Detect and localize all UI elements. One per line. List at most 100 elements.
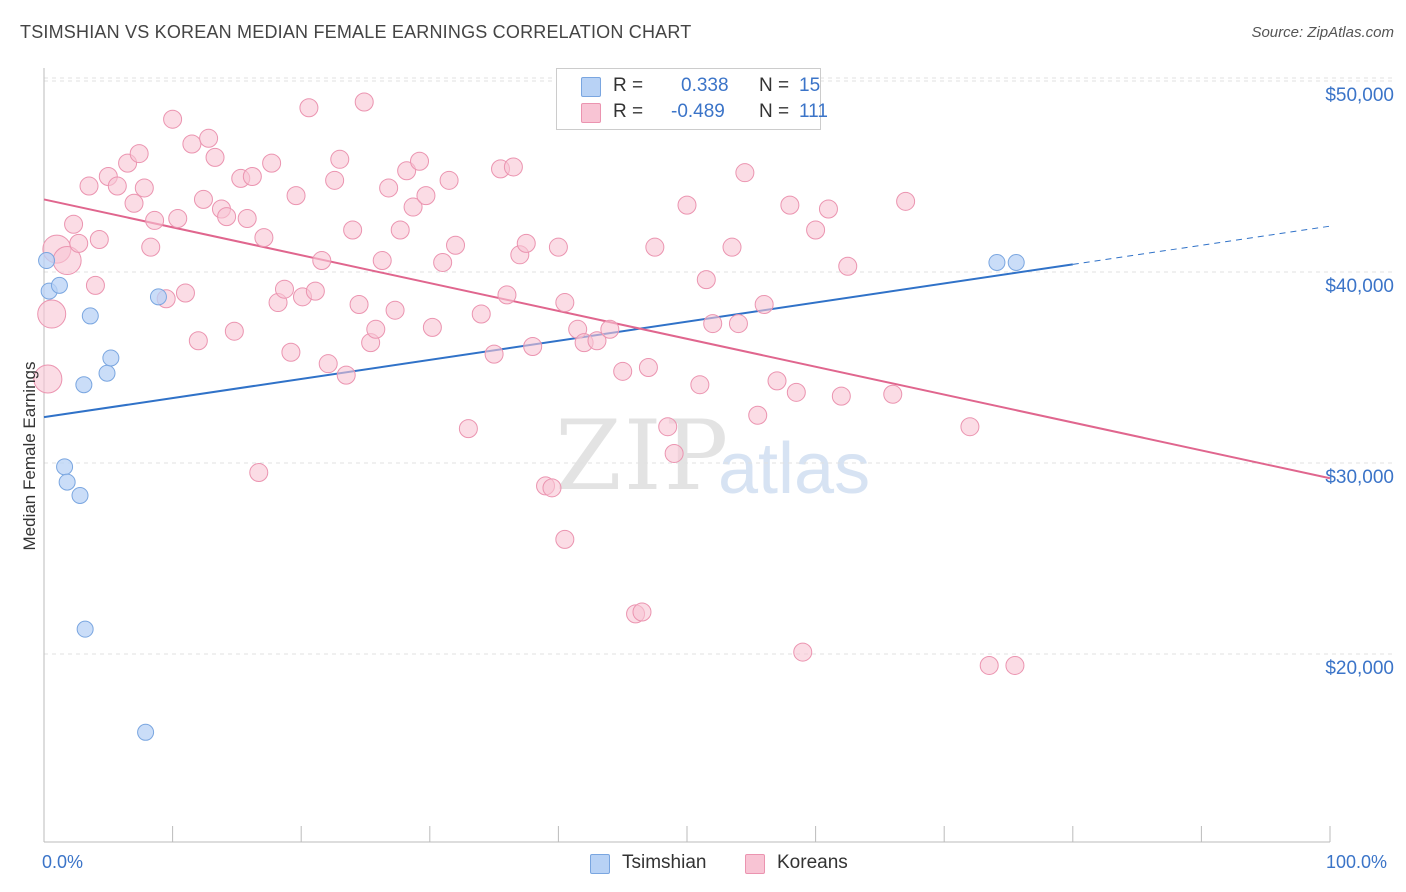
koreans-point: [767, 371, 787, 391]
points-koreans: [33, 92, 1025, 675]
koreans-point: [446, 235, 466, 255]
koreans-point: [64, 214, 84, 234]
koreans-point: [366, 319, 386, 339]
x-tick-label-max: 100.0%: [1326, 852, 1388, 872]
legend-n-label: N =: [759, 75, 790, 96]
trend-line-tsimshian: [43, 263, 1073, 419]
koreans-point: [312, 251, 332, 271]
koreans-point: [516, 233, 536, 253]
koreans-point: [703, 314, 723, 334]
legend-swatch-tsimshian: [581, 77, 601, 97]
koreans-point: [793, 642, 813, 662]
y-tick-label: $50,000: [1325, 85, 1394, 106]
tsimshian-point: [76, 620, 94, 638]
koreans-point: [168, 209, 188, 229]
koreans-point: [439, 170, 459, 190]
koreans-point: [274, 279, 294, 299]
koreans-point: [458, 419, 478, 439]
legend-n-label: N =: [759, 101, 790, 122]
koreans-point: [318, 354, 338, 374]
koreans-point: [134, 178, 154, 198]
tsimshian-point: [58, 473, 76, 491]
koreans-point: [722, 237, 742, 257]
koreans-point: [205, 147, 225, 167]
koreans-point: [548, 237, 568, 257]
koreans-point: [224, 321, 244, 341]
koreans-point: [79, 176, 99, 196]
koreans-point: [780, 195, 800, 215]
koreans-point: [262, 153, 282, 173]
bottom-legend-swatch-koreans: [745, 854, 765, 874]
koreans-point: [193, 189, 213, 209]
gridlines: [44, 77, 1392, 655]
y-axis-label: Median Female Earnings: [20, 361, 39, 551]
koreans-point: [484, 344, 504, 364]
y-tick-label: $40,000: [1325, 276, 1394, 297]
trend-lines: [43, 198, 1331, 480]
koreans-point: [786, 382, 806, 402]
watermark-atlas: atlas: [718, 429, 871, 509]
koreans-point: [188, 331, 208, 351]
koreans-point: [831, 386, 851, 406]
trend-line-koreans: [43, 198, 1331, 480]
koreans-point: [286, 186, 306, 206]
koreans-point: [305, 281, 325, 301]
koreans-point: [664, 443, 684, 463]
koreans-point: [555, 293, 575, 313]
tsimshian-point: [38, 252, 56, 270]
koreans-point: [838, 256, 858, 276]
koreans-point: [403, 197, 423, 217]
legend-r-label: R =: [613, 75, 644, 96]
legend-r-label: R =: [613, 101, 644, 122]
koreans-point: [503, 157, 523, 177]
koreans-point: [330, 149, 350, 169]
koreans-point: [163, 109, 183, 129]
koreans-point: [33, 364, 63, 394]
koreans-point: [735, 163, 755, 183]
koreans-point: [690, 375, 710, 395]
koreans-point: [390, 220, 410, 240]
koreans-point: [89, 230, 109, 250]
y-tick-label: $30,000: [1325, 467, 1394, 488]
koreans-point: [124, 193, 144, 213]
koreans-point: [249, 463, 269, 483]
tsimshian-point: [149, 288, 167, 306]
bottom-legend-swatch-tsimshian: [590, 854, 610, 874]
koreans-point: [141, 237, 161, 257]
tsimshian-point: [50, 276, 68, 294]
legend-swatch-koreans: [581, 103, 601, 123]
koreans-point: [85, 275, 105, 295]
tsimshian-point: [137, 723, 155, 741]
koreans-point: [658, 417, 678, 437]
tsimshian-point: [81, 307, 99, 325]
bottom-legend-label-tsimshian: Tsimshian: [622, 852, 707, 873]
koreans-point: [237, 209, 257, 229]
koreans-point: [325, 170, 345, 190]
tsimshian-point: [56, 458, 74, 476]
koreans-point: [632, 602, 652, 622]
koreans-point: [542, 478, 562, 498]
koreans-point: [979, 655, 999, 675]
koreans-point: [497, 285, 517, 305]
axes: [43, 68, 1331, 843]
koreans-point: [638, 358, 658, 377]
koreans-point: [254, 228, 274, 248]
koreans-point: [555, 529, 575, 549]
koreans-point: [299, 98, 319, 118]
koreans-point: [349, 294, 369, 314]
koreans-point: [754, 294, 774, 314]
points-tsimshian: [38, 252, 1025, 741]
koreans-point: [613, 361, 633, 381]
stats-legend: R = 0.338 N = 15 R = -0.489 N = 111: [556, 68, 828, 130]
y-tick-label: $20,000: [1325, 658, 1394, 679]
koreans-point: [1005, 655, 1025, 675]
koreans-point: [336, 365, 356, 385]
koreans-point: [182, 134, 202, 154]
koreans-point: [37, 299, 67, 329]
tsimshian-point: [71, 486, 89, 504]
tsimshian-point: [98, 364, 116, 382]
koreans-point: [397, 161, 417, 181]
tsimshian-point: [102, 349, 120, 367]
koreans-point: [587, 331, 607, 351]
